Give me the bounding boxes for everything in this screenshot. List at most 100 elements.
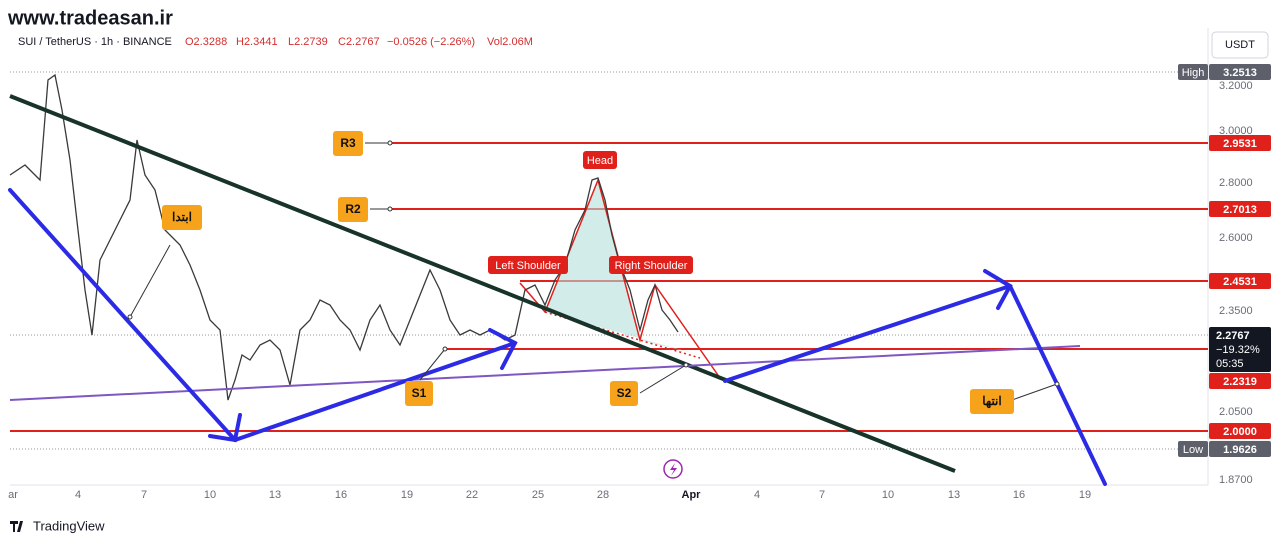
- pattern-tag-box: [609, 256, 693, 274]
- header-symbol: SUI / TetherUS · 1h · BINANCE: [18, 36, 172, 48]
- dot: [387, 140, 393, 146]
- pattern-tag: Head: [587, 155, 613, 167]
- watermark: www.tradeasan.ir: [7, 7, 173, 29]
- header-open: O2.3288: [185, 36, 227, 48]
- time-tick-label: 13: [948, 489, 960, 501]
- time-tick-label: 4: [75, 489, 81, 501]
- countdown: 05:35: [1216, 358, 1244, 370]
- pattern-tag: Left Shoulder: [495, 260, 561, 272]
- price-tick-label: 3.2000: [1219, 80, 1253, 92]
- header-volume: Vol2.06M: [487, 36, 533, 48]
- time-tick-label: 28: [597, 489, 609, 501]
- dot: [127, 314, 133, 320]
- level-label: 2.7013: [1223, 204, 1257, 216]
- price-tick-label: 2.3500: [1219, 305, 1253, 317]
- price-tick-label: 2.0500: [1219, 406, 1253, 418]
- time-tick-label: 10: [204, 489, 216, 501]
- time-tick-label: 4: [754, 489, 760, 501]
- pattern-tag: Right Shoulder: [615, 260, 688, 272]
- time-tick-label: 22: [466, 489, 478, 501]
- header-low: L2.2739: [288, 36, 328, 48]
- arrow: [233, 341, 517, 442]
- dot: [683, 362, 689, 368]
- level-label: 2.9531: [1223, 138, 1257, 150]
- currency-button[interactable]: [1211, 31, 1269, 59]
- time-tick-label: 13: [269, 489, 281, 501]
- price-path: [9, 73, 679, 401]
- header-close: C2.2767: [338, 36, 380, 48]
- time-tick-label: ar: [8, 489, 18, 501]
- tag-box: [970, 389, 1014, 414]
- arrow: [723, 284, 1012, 383]
- level-label-box: [1209, 273, 1271, 289]
- anchor-dots: [127, 140, 1060, 387]
- level-label: 2.0000: [1223, 426, 1257, 438]
- current-change: −19.32%: [1216, 344, 1260, 356]
- logo: [10, 521, 23, 532]
- time-tick-label: 19: [401, 489, 413, 501]
- tag-label: R3: [340, 136, 356, 150]
- current-box: [1209, 327, 1271, 372]
- level-label-box: [1209, 373, 1271, 389]
- footer: TradingView: [33, 518, 105, 533]
- tag-box: [162, 205, 202, 230]
- time-tick-label: 7: [141, 489, 147, 501]
- time-tick-label: Apr: [682, 489, 702, 501]
- event-icon-bolt: [670, 463, 677, 476]
- connector: [129, 244, 171, 318]
- event-icon[interactable]: [663, 459, 683, 479]
- arrow-head: [488, 328, 518, 370]
- levels: [10, 142, 1208, 432]
- time-tick-label: 16: [1013, 489, 1025, 501]
- header: SUI / TetherUS · 1h · BINANCE O2.3288 H2.3…: [18, 36, 533, 48]
- tag-label: R2: [345, 202, 361, 216]
- dynamic: 3.2000 3.0000 2.8000 2.6000 2.3500 2.0500 1.87…: [8, 64, 1271, 501]
- low-value-box: [1209, 441, 1271, 457]
- connector: [639, 364, 687, 394]
- high-value: 3.2513: [1223, 67, 1257, 79]
- dot: [387, 206, 393, 212]
- connector: [1011, 383, 1058, 401]
- time-tick-label: 19: [1079, 489, 1091, 501]
- price-tick-label: 3.0000: [1219, 125, 1253, 137]
- time-tick-label: 7: [819, 489, 825, 501]
- time-tick-label: 25: [532, 489, 544, 501]
- tag-box: [333, 131, 363, 156]
- currency[interactable]: USDT: [1225, 39, 1255, 51]
- high-tag: High: [1182, 67, 1205, 79]
- level-label: 2.4531: [1223, 276, 1257, 288]
- time-tick-label: 16: [335, 489, 347, 501]
- pattern-tag-box: [488, 256, 568, 274]
- dot: [1054, 381, 1060, 387]
- level-label-box: [1209, 201, 1271, 217]
- high-tag-box: [1178, 64, 1208, 80]
- current-price: 2.2767: [1216, 330, 1250, 342]
- time-tick-label: 10: [882, 489, 894, 501]
- low-tag-box: [1178, 441, 1208, 457]
- tag-label: S2: [617, 386, 632, 400]
- price-tick-label: 2.6000: [1219, 232, 1253, 244]
- price-tick-label: 1.8700: [1219, 474, 1253, 486]
- connector: [419, 348, 446, 381]
- tag-box: [338, 197, 368, 222]
- tag-label: S1: [412, 386, 427, 400]
- high-value-box: [1209, 64, 1271, 80]
- level-label-box: [1209, 135, 1271, 151]
- level-label: 2.2319: [1223, 376, 1257, 388]
- trend-line: [9, 94, 956, 473]
- level-label-box: [1209, 423, 1271, 439]
- low-tag: Low: [1183, 444, 1203, 456]
- price-tick-label: 2.8000: [1219, 177, 1253, 189]
- low-value: 1.9626: [1223, 444, 1257, 456]
- pattern-tag-box: [583, 151, 617, 169]
- header-high: H2.3441: [236, 36, 278, 48]
- tag-box: [405, 381, 433, 406]
- arrow: [8, 188, 237, 442]
- connectors: [129, 142, 1058, 401]
- tag-label: انتها: [982, 394, 1001, 409]
- header-change: −0.0526 (−2.26%): [387, 36, 475, 48]
- tag-label: ابتدا: [172, 210, 192, 224]
- tag-box: [610, 381, 638, 406]
- dot: [442, 346, 448, 352]
